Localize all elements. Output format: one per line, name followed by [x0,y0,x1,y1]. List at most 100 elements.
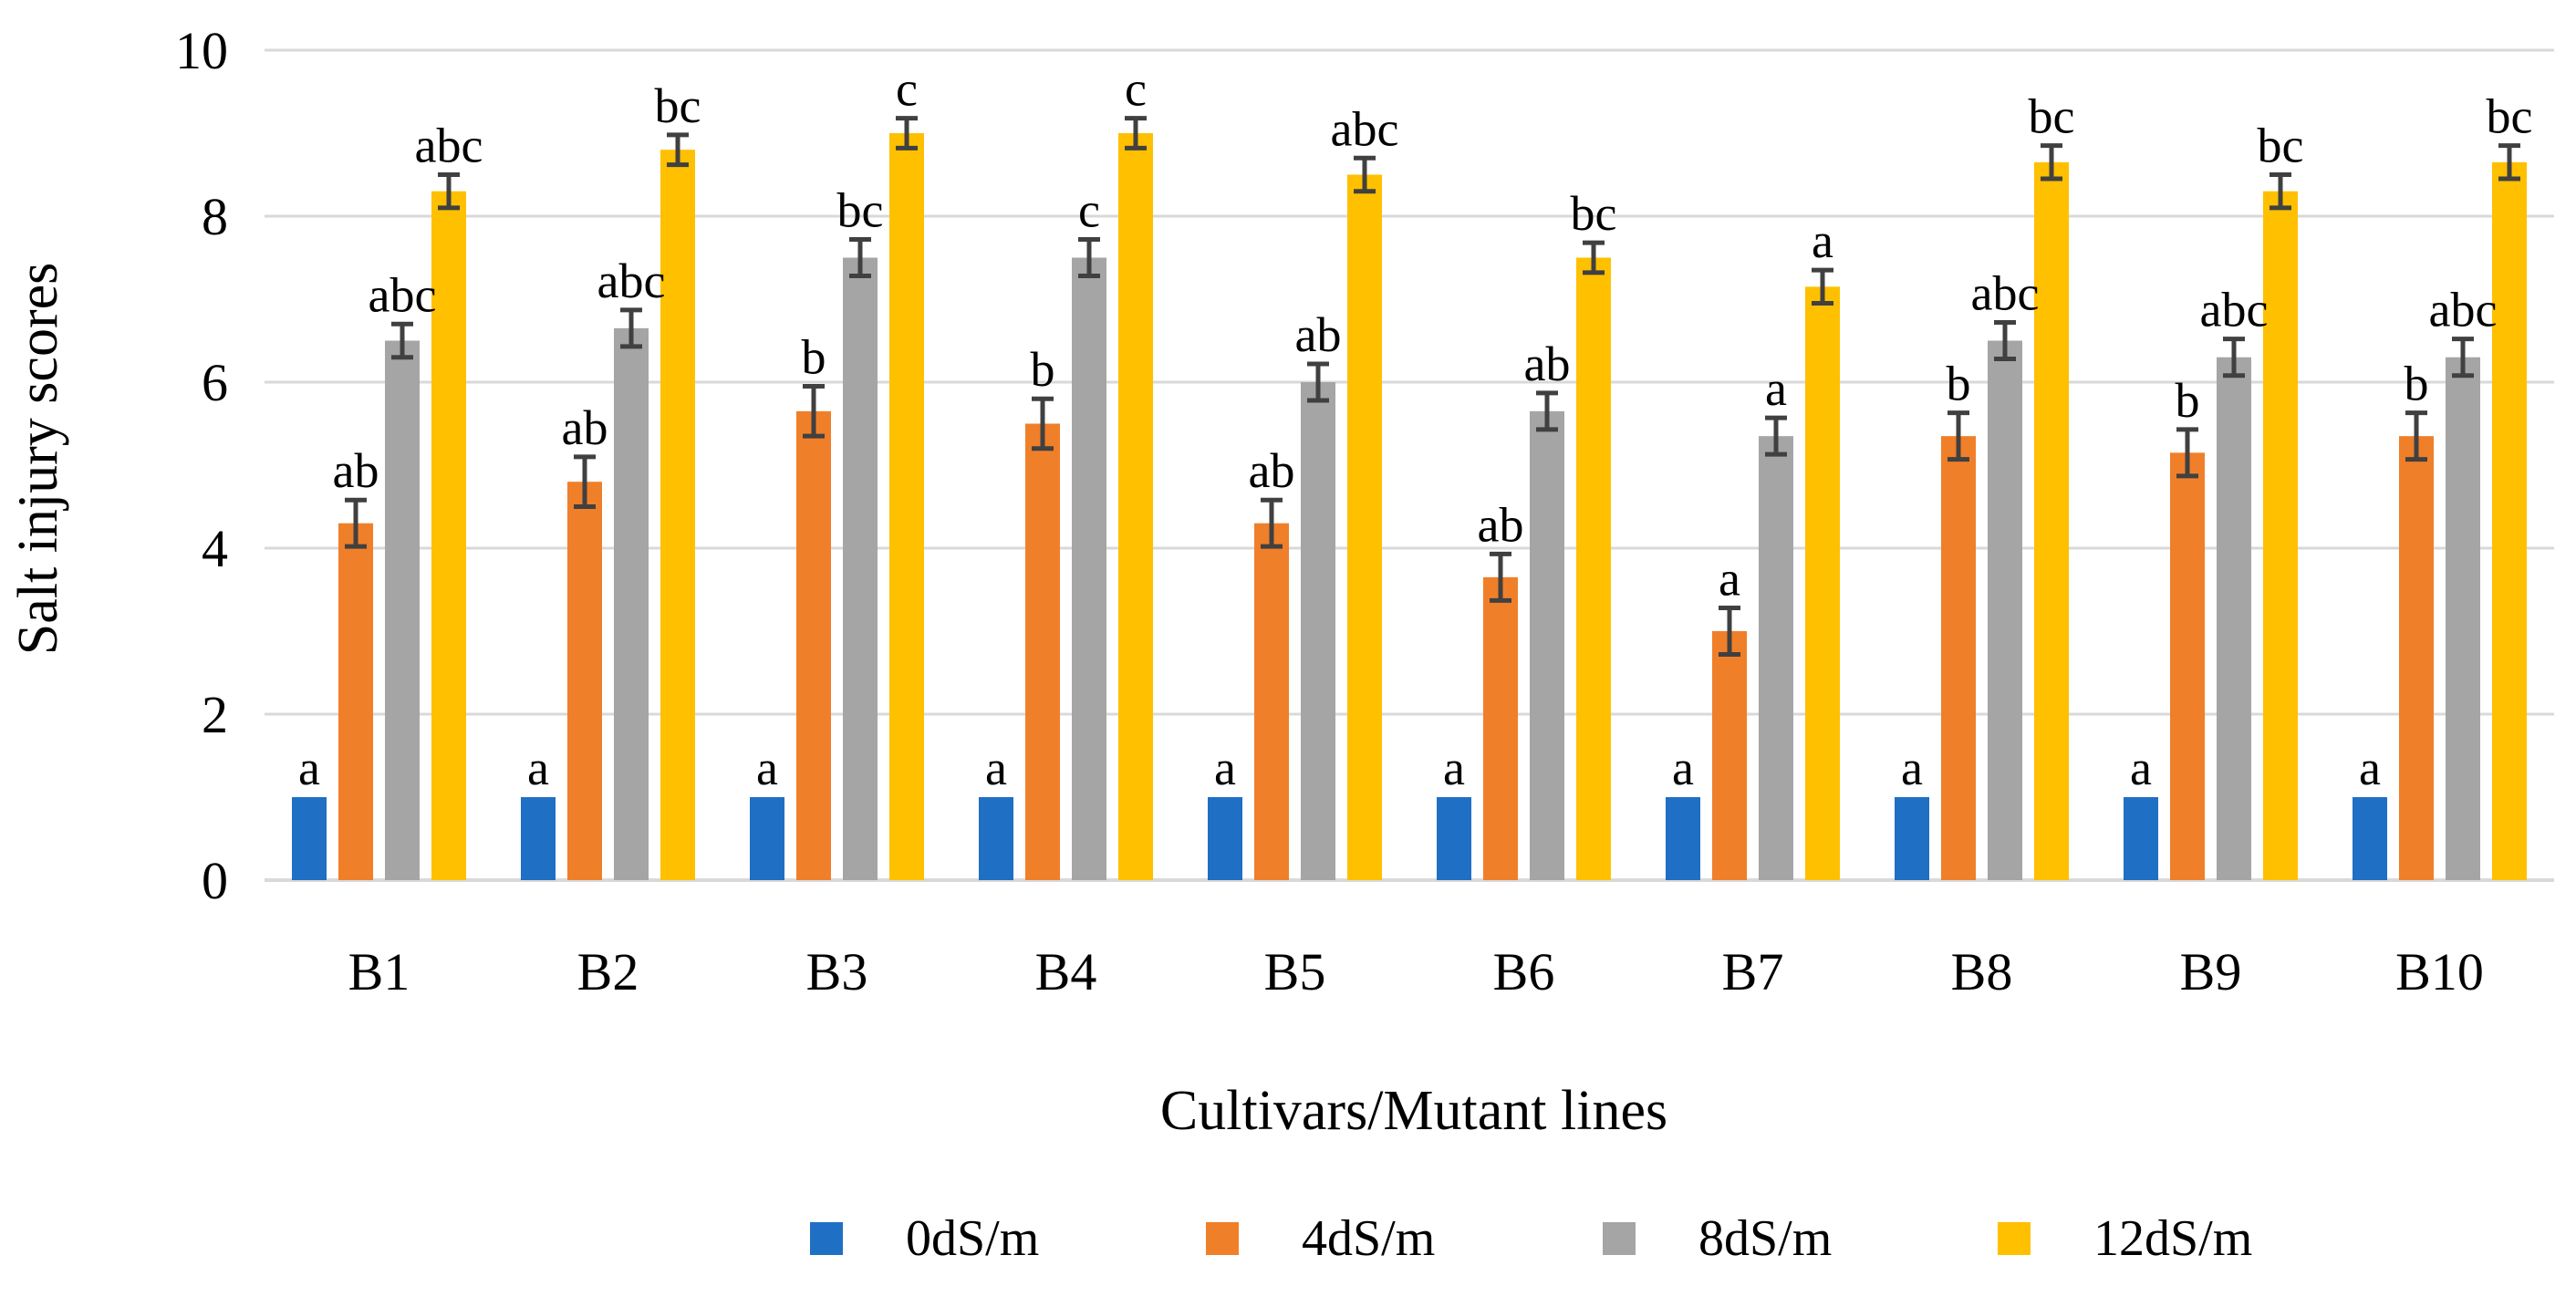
data-label: a [2359,741,2381,795]
bar-B5-4dS/m [1254,523,1289,880]
bar-B8-12dS/m [2034,161,2069,881]
bar-B5-0dS/m [1208,797,1242,880]
bar-B3-12dS/m [889,133,924,880]
bar-B10-8dS/m [2446,357,2480,880]
bar-B8-4dS/m [1941,436,1976,880]
bar-B4-0dS/m [979,797,1013,880]
x-axis-title: Cultivars/Mutant lines [1160,1080,1667,1142]
bar-B7-8dS/m [1759,436,1793,880]
bar-B1-4dS/m [338,523,373,880]
y-tick-label: 10 [175,21,228,80]
bar-B2-4dS/m [567,482,602,880]
x-tick-label: B7 [1722,942,1784,1001]
x-tick-label: B3 [806,942,868,1001]
x-tick-label: B9 [2180,942,2242,1001]
bar-B7-12dS/m [1805,286,1840,881]
data-label: a [1719,552,1740,607]
legend-label: 0dS/m [906,1210,1039,1267]
bar-B6-0dS/m [1437,797,1471,880]
data-label: c [1125,62,1147,117]
bars [292,133,2527,881]
legend-swatch [1998,1222,2031,1255]
bar-B1-8dS/m [385,340,420,880]
data-label: a [527,741,549,795]
data-label: a [1901,741,1923,795]
data-label: ab [1524,337,1571,391]
bar-B6-8dS/m [1530,410,1564,881]
legend-label: 4dS/m [1302,1210,1435,1267]
y-tick-label: 2 [202,685,228,744]
y-tick-label: 4 [202,519,228,578]
data-label: a [985,741,1007,795]
significance-letters: aababcabcaababcbcabbccabccaabababcaababb… [298,62,2532,795]
bar-B6-4dS/m [1483,576,1518,880]
data-label: a [1765,361,1787,416]
data-label: ab [1295,307,1342,362]
data-label: abc [415,119,483,173]
bar-B3-8dS/m [843,257,878,880]
data-label: abc [369,267,437,322]
y-axis-title: Salt injury scores [7,263,69,656]
x-tick-label: B2 [577,942,639,1001]
data-label: a [1672,741,1694,795]
bar-B1-12dS/m [431,191,466,880]
bar-B3-4dS/m [796,410,831,881]
x-tick-label: B6 [1493,942,1555,1001]
y-tick-label: 8 [202,187,228,246]
bar-B8-0dS/m [1895,797,1929,880]
x-tick-label: B8 [1951,942,2013,1001]
data-label: abc [1971,265,2040,320]
data-label: bc [2487,89,2533,144]
x-tick-label: B5 [1264,942,1326,1001]
data-label: abc [2200,283,2269,337]
bar-B2-0dS/m [521,797,556,880]
x-tick-label: B10 [2395,942,2484,1001]
data-label: b [2405,357,2429,411]
data-label: b [2176,373,2200,428]
error-bars [345,116,2520,657]
bar-B9-8dS/m [2217,357,2251,880]
bar-B9-0dS/m [2124,797,2158,880]
bar-B10-4dS/m [2399,436,2434,880]
data-label: bc [2258,119,2304,173]
legend-swatch [1206,1222,1239,1255]
data-label: b [1947,357,1971,411]
y-tick-label: 6 [202,353,228,412]
data-label: bc [2029,89,2075,144]
data-label: a [1812,213,1833,268]
x-tick-label: B4 [1035,942,1097,1001]
data-label: c [1078,182,1100,237]
legend-label: 8dS/m [1698,1210,1832,1267]
data-label: abc [597,254,666,308]
legend: 0dS/m 4dS/m 8dS/m 12dS/m [810,1210,2252,1267]
bar-B5-8dS/m [1301,382,1335,880]
bar-B2-12dS/m [660,150,695,880]
data-label: abc [2429,283,2498,337]
bar-B8-8dS/m [1988,340,2022,880]
legend-swatch [810,1222,843,1255]
gridlines [265,48,2554,716]
bar-B10-12dS/m [2492,161,2527,881]
data-label: c [896,62,918,117]
bar-B9-4dS/m [2170,452,2205,880]
data-label: bc [655,78,701,133]
data-label: bc [1571,186,1617,241]
bar-B4-4dS/m [1025,423,1060,880]
y-tick-label: 0 [202,851,228,910]
legend-swatch [1603,1222,1636,1255]
data-label: a [756,741,778,795]
bar-B4-12dS/m [1118,133,1153,880]
bar-B9-12dS/m [2263,191,2298,880]
data-label: a [1214,741,1236,795]
legend-label: 12dS/m [2093,1210,2252,1267]
bar-B6-12dS/m [1576,257,1611,880]
data-label: ab [562,400,608,455]
x-axis-tick-labels: B1 B2 B3 B4 B5 B6 B7 B8 B9 B10 [348,942,2484,1001]
bar-B7-0dS/m [1666,797,1700,880]
y-axis-tick-labels: 0 2 4 6 8 10 [175,21,228,910]
data-label: a [2130,741,2152,795]
x-tick-label: B1 [348,942,410,1001]
data-label: a [1443,741,1465,795]
